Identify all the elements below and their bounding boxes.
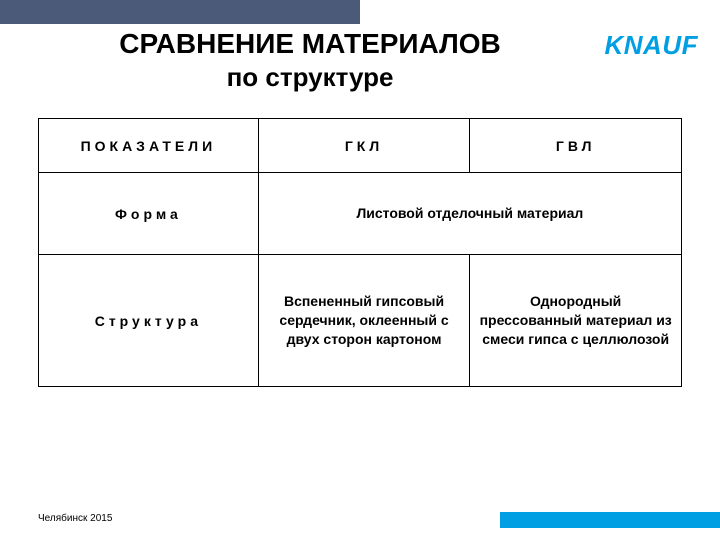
brand-logo: KNAUF [605, 30, 699, 61]
table-header-gvl: ГВЛ [470, 119, 682, 173]
slide: KNAUF СРАВНЕНИЕ МАТЕРИАЛОВ по структуре … [0, 0, 720, 540]
cell-forma-merged: Листовой отделочный материал [258, 173, 681, 255]
title-line-1: СРАВНЕНИЕ МАТЕРИАЛОВ [60, 28, 560, 60]
row-label-forma: Форма [39, 173, 259, 255]
table-header-gkl: ГКЛ [258, 119, 470, 173]
title-block: СРАВНЕНИЕ МАТЕРИАЛОВ по структуре [60, 28, 560, 93]
table-row: Структура Вспененный гипсовый сердечник,… [39, 255, 682, 387]
table-row: Форма Листовой отделочный материал [39, 173, 682, 255]
table-header-indicators: ПОКАЗАТЕЛИ [39, 119, 259, 173]
title-line-2: по структуре [60, 62, 560, 93]
footer-text: Челябинск 2015 [38, 513, 112, 524]
cell-struktura-gvl: Однородный прессованный материал из смес… [470, 255, 682, 387]
comparison-table: ПОКАЗАТЕЛИ ГКЛ ГВЛ Форма Листовой отдело… [38, 118, 682, 387]
table-header-row: ПОКАЗАТЕЛИ ГКЛ ГВЛ [39, 119, 682, 173]
header-accent-block [0, 0, 360, 24]
cell-struktura-gkl: Вспененный гипсовый сердечник, оклеенный… [258, 255, 470, 387]
row-label-struktura: Структура [39, 255, 259, 387]
footer-accent-bar [500, 512, 720, 528]
